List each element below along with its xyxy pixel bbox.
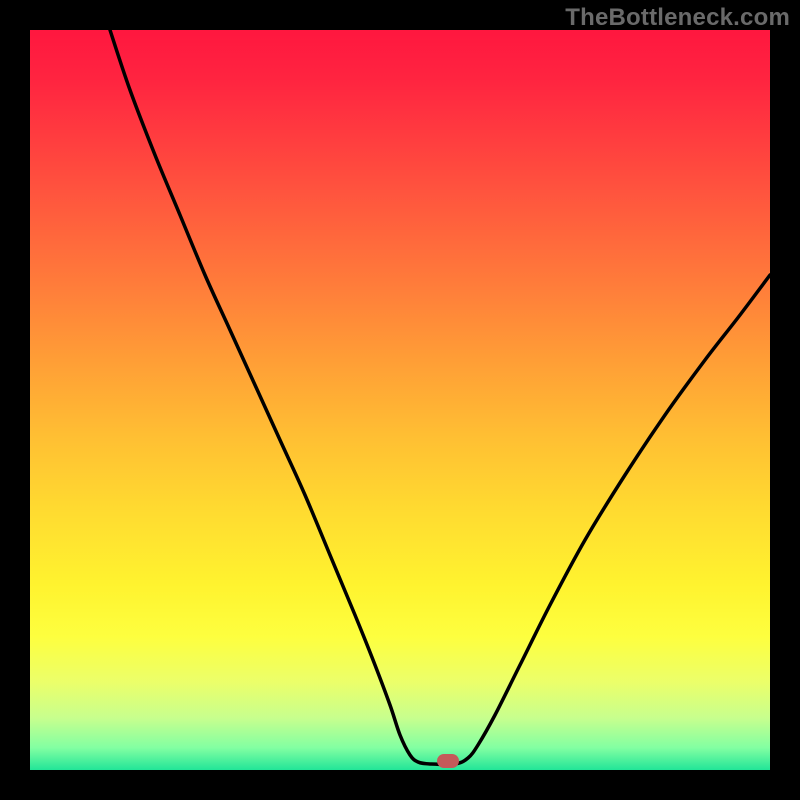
watermark-text: TheBottleneck.com [565,4,790,32]
bottleneck-chart: TheBottleneck.com [0,0,800,800]
optimal-point-marker [437,754,459,768]
chart-canvas [0,0,800,800]
chart-background [30,30,770,770]
